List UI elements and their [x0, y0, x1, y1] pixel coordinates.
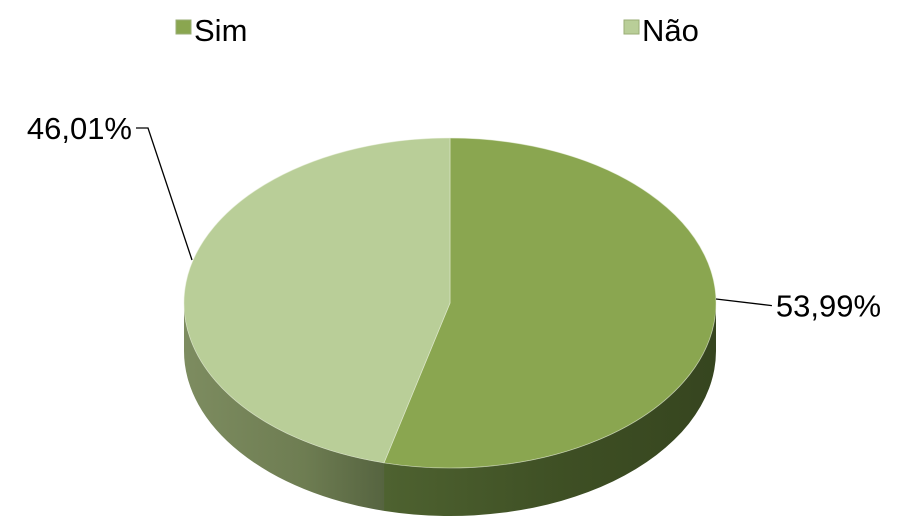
pie-slice-sim — [383, 137, 717, 469]
leader-line-sim — [715, 298, 772, 307]
data-label-nao: 46,01% — [27, 111, 132, 146]
pie-side-sim — [384, 303, 716, 517]
legend: Sim Não — [175, 13, 699, 48]
leader-line-nao — [136, 127, 193, 261]
pie-slice-nao — [183, 137, 451, 464]
legend-item-sim: Sim — [175, 13, 247, 48]
pie-side-nao — [184, 303, 385, 511]
legend-swatch-nao — [623, 19, 640, 35]
legend-swatch-sim — [175, 19, 192, 35]
legend-item-nao: Não — [623, 13, 699, 48]
data-labels: 53,99% 46,01% — [27, 111, 881, 324]
legend-label-sim: Sim — [194, 13, 247, 48]
data-label-sim: 53,99% — [776, 289, 881, 324]
pie-sides — [184, 303, 716, 517]
pie-top — [183, 137, 717, 469]
legend-label-nao: Não — [642, 13, 699, 48]
